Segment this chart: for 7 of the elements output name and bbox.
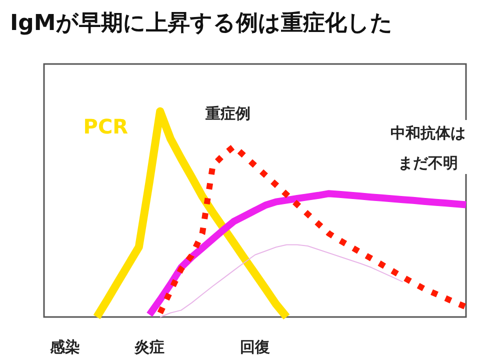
annotation: 中和抗体はまだ不明 [390, 124, 466, 172]
x-tick-label: 回復 [240, 338, 270, 356]
x-tick-label: 感染 [49, 338, 80, 356]
x-tick-label: 炎症 [134, 338, 164, 356]
series-label: 重症例 [204, 104, 250, 122]
chart-title: IgMが早期に上昇する例は重症化した [10, 11, 393, 36]
series-label: PCR [83, 114, 128, 138]
